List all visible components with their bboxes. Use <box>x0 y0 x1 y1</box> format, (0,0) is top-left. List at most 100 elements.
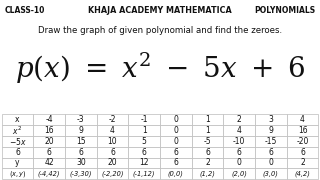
Text: 0: 0 <box>173 137 178 146</box>
Bar <box>192 136 223 147</box>
Bar <box>97 125 128 136</box>
Text: 2: 2 <box>237 115 242 124</box>
Bar <box>287 136 318 147</box>
Text: -15: -15 <box>265 137 277 146</box>
Bar <box>255 158 287 168</box>
Text: 6: 6 <box>173 158 178 167</box>
Text: (-4,42): (-4,42) <box>38 170 60 177</box>
Text: 12: 12 <box>140 158 149 167</box>
Bar <box>160 125 192 136</box>
Text: 6: 6 <box>15 148 20 157</box>
Bar <box>128 168 160 179</box>
Bar <box>128 158 160 168</box>
Bar <box>65 147 97 158</box>
Bar <box>2 125 33 136</box>
Text: 6: 6 <box>268 148 273 157</box>
Bar <box>287 125 318 136</box>
Text: 1: 1 <box>142 126 147 135</box>
Text: -20: -20 <box>296 137 309 146</box>
Text: 6: 6 <box>173 148 178 157</box>
Text: $-5x$: $-5x$ <box>9 136 26 147</box>
Text: 20: 20 <box>44 137 54 146</box>
Bar <box>65 136 97 147</box>
Text: -4: -4 <box>45 115 53 124</box>
Bar <box>192 125 223 136</box>
Text: 6: 6 <box>237 148 242 157</box>
Bar <box>33 125 65 136</box>
Text: y: y <box>15 158 20 167</box>
Text: 10: 10 <box>108 137 117 146</box>
Bar <box>223 125 255 136</box>
Bar <box>2 168 33 179</box>
Bar <box>223 114 255 125</box>
Bar <box>160 147 192 158</box>
Text: 1: 1 <box>205 126 210 135</box>
Bar <box>255 168 287 179</box>
Text: 5: 5 <box>142 137 147 146</box>
Bar <box>97 158 128 168</box>
Bar <box>65 158 97 168</box>
Bar <box>2 147 33 158</box>
Text: 0: 0 <box>237 158 242 167</box>
Bar <box>160 168 192 179</box>
Bar <box>2 158 33 168</box>
Bar <box>192 147 223 158</box>
Bar <box>128 147 160 158</box>
Text: 1: 1 <box>205 115 210 124</box>
Bar <box>160 158 192 168</box>
Text: 2: 2 <box>300 158 305 167</box>
Bar <box>33 147 65 158</box>
Text: (-3,30): (-3,30) <box>69 170 92 177</box>
Bar <box>192 168 223 179</box>
Text: 16: 16 <box>298 126 308 135</box>
Bar <box>128 125 160 136</box>
Bar <box>33 114 65 125</box>
Text: Draw the graph of given polynomial and find the zeroes.: Draw the graph of given polynomial and f… <box>38 26 282 35</box>
Text: 30: 30 <box>76 158 86 167</box>
Bar <box>255 125 287 136</box>
Text: 4: 4 <box>110 126 115 135</box>
Bar <box>287 168 318 179</box>
Bar <box>160 136 192 147</box>
Bar <box>33 136 65 147</box>
Text: $(x, y)$: $(x, y)$ <box>9 169 26 179</box>
Text: (1,2): (1,2) <box>200 170 215 177</box>
Bar <box>97 168 128 179</box>
Text: 6: 6 <box>47 148 52 157</box>
Bar <box>287 114 318 125</box>
Text: 0: 0 <box>173 126 178 135</box>
Text: (2,0): (2,0) <box>231 170 247 177</box>
Bar <box>128 136 160 147</box>
Text: 16: 16 <box>44 126 54 135</box>
Bar <box>255 114 287 125</box>
Bar <box>2 114 33 125</box>
Text: (-2,20): (-2,20) <box>101 170 124 177</box>
Text: -3: -3 <box>77 115 84 124</box>
Text: 9: 9 <box>268 126 273 135</box>
Text: 6: 6 <box>142 148 147 157</box>
Text: KHAJA ACADEMY MATHEMATICA: KHAJA ACADEMY MATHEMATICA <box>88 6 232 15</box>
Text: 4: 4 <box>237 126 242 135</box>
Bar <box>287 158 318 168</box>
Text: 42: 42 <box>44 158 54 167</box>
Bar <box>65 125 97 136</box>
Bar <box>160 114 192 125</box>
Bar <box>97 147 128 158</box>
Text: $p(x)\ =\ x^2\ -\ 5x\ +\ 6$: $p(x)\ =\ x^2\ -\ 5x\ +\ 6$ <box>15 50 305 86</box>
Bar <box>223 168 255 179</box>
Bar <box>33 158 65 168</box>
Text: POLYNOMIALS: POLYNOMIALS <box>254 6 315 15</box>
Bar <box>192 158 223 168</box>
Text: 20: 20 <box>108 158 117 167</box>
Text: 6: 6 <box>110 148 115 157</box>
Bar <box>223 147 255 158</box>
Bar <box>33 168 65 179</box>
Text: 6: 6 <box>78 148 83 157</box>
Text: (3,0): (3,0) <box>263 170 279 177</box>
Text: -2: -2 <box>109 115 116 124</box>
Text: -10: -10 <box>233 137 245 146</box>
Text: -1: -1 <box>140 115 148 124</box>
Bar <box>128 114 160 125</box>
Text: 0: 0 <box>173 115 178 124</box>
Bar <box>223 158 255 168</box>
